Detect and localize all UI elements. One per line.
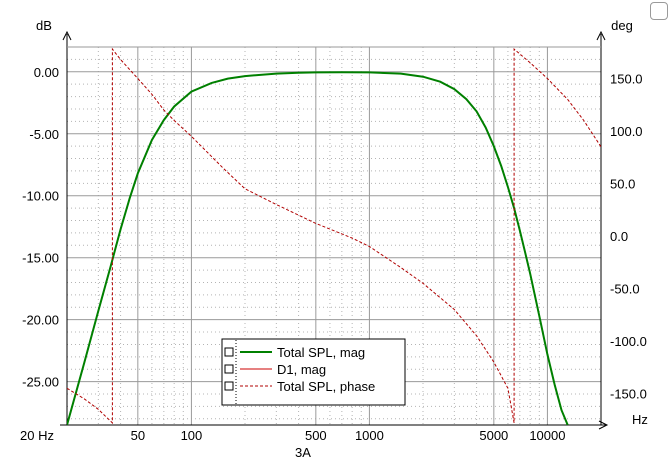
x-tick-label: 100 (181, 428, 203, 443)
x-unit-label: Hz (632, 412, 648, 427)
legend-label: Total SPL, mag (277, 345, 365, 360)
corner-toggle-box[interactable] (650, 2, 668, 20)
y-left-tick-label: -15.00 (22, 251, 59, 266)
legend: Total SPL, mag D1, mag Total SPL, phase (221, 338, 406, 406)
y-right-tick-label: -50.0 (610, 282, 640, 297)
x-tick-label: 10000 (529, 428, 565, 443)
y-left-axis-arrow (62, 30, 72, 41)
legend-box (221, 338, 406, 406)
x-tick-label: 1000 (355, 428, 384, 443)
y-right-tick-label: -150.0 (610, 387, 647, 402)
legend-checkbox[interactable] (224, 364, 234, 374)
x-axis-arrow (598, 420, 609, 430)
x-tick-label: 500 (305, 428, 327, 443)
legend-checkbox[interactable] (224, 381, 234, 391)
y-right-tick-label: 50.0 (610, 177, 635, 192)
series-layer (67, 47, 601, 425)
y-left-tick-label: -25.00 (22, 375, 59, 390)
legend-label: Total SPL, phase (277, 379, 375, 394)
y-left-unit-label: dB (36, 18, 52, 33)
legend-checkbox[interactable] (224, 347, 234, 357)
legend-item-total-spl-mag: Total SPL, mag (224, 345, 365, 360)
y-right-tick-label: 0.0 (610, 229, 628, 244)
plot-axes: 0.00 -5.00 -10.00 -15.00 -20.00 -25.00 150.0 10… (20, 30, 647, 443)
x-tick-label: 50 (131, 428, 145, 443)
y-right-tick-label: 100.0 (610, 124, 643, 139)
y-left-tick-label: -10.00 (22, 189, 59, 204)
y-left-tick-label: -5.00 (29, 127, 59, 142)
legend-label: D1, mag (277, 362, 326, 377)
y-right-tick-label: -100.0 (610, 334, 647, 349)
x-tick-label: 5000 (479, 428, 508, 443)
y-right-axis-arrow (596, 30, 606, 41)
series-line (67, 47, 601, 425)
y-left-tick-label: 0.00 (34, 65, 59, 80)
minor-grid (67, 47, 602, 425)
x-tick-label: 20 Hz (20, 428, 54, 443)
legend-item-total-spl-phase: Total SPL, phase (224, 379, 375, 394)
y-right-tick-label: 150.0 (610, 72, 643, 87)
x-axis-label: 3A (295, 445, 311, 460)
series-line (67, 71, 569, 425)
y-left-tick-label: -20.00 (22, 313, 59, 328)
legend-item-d1-mag: D1, mag (224, 362, 326, 377)
y-right-unit-label: deg (611, 18, 633, 33)
